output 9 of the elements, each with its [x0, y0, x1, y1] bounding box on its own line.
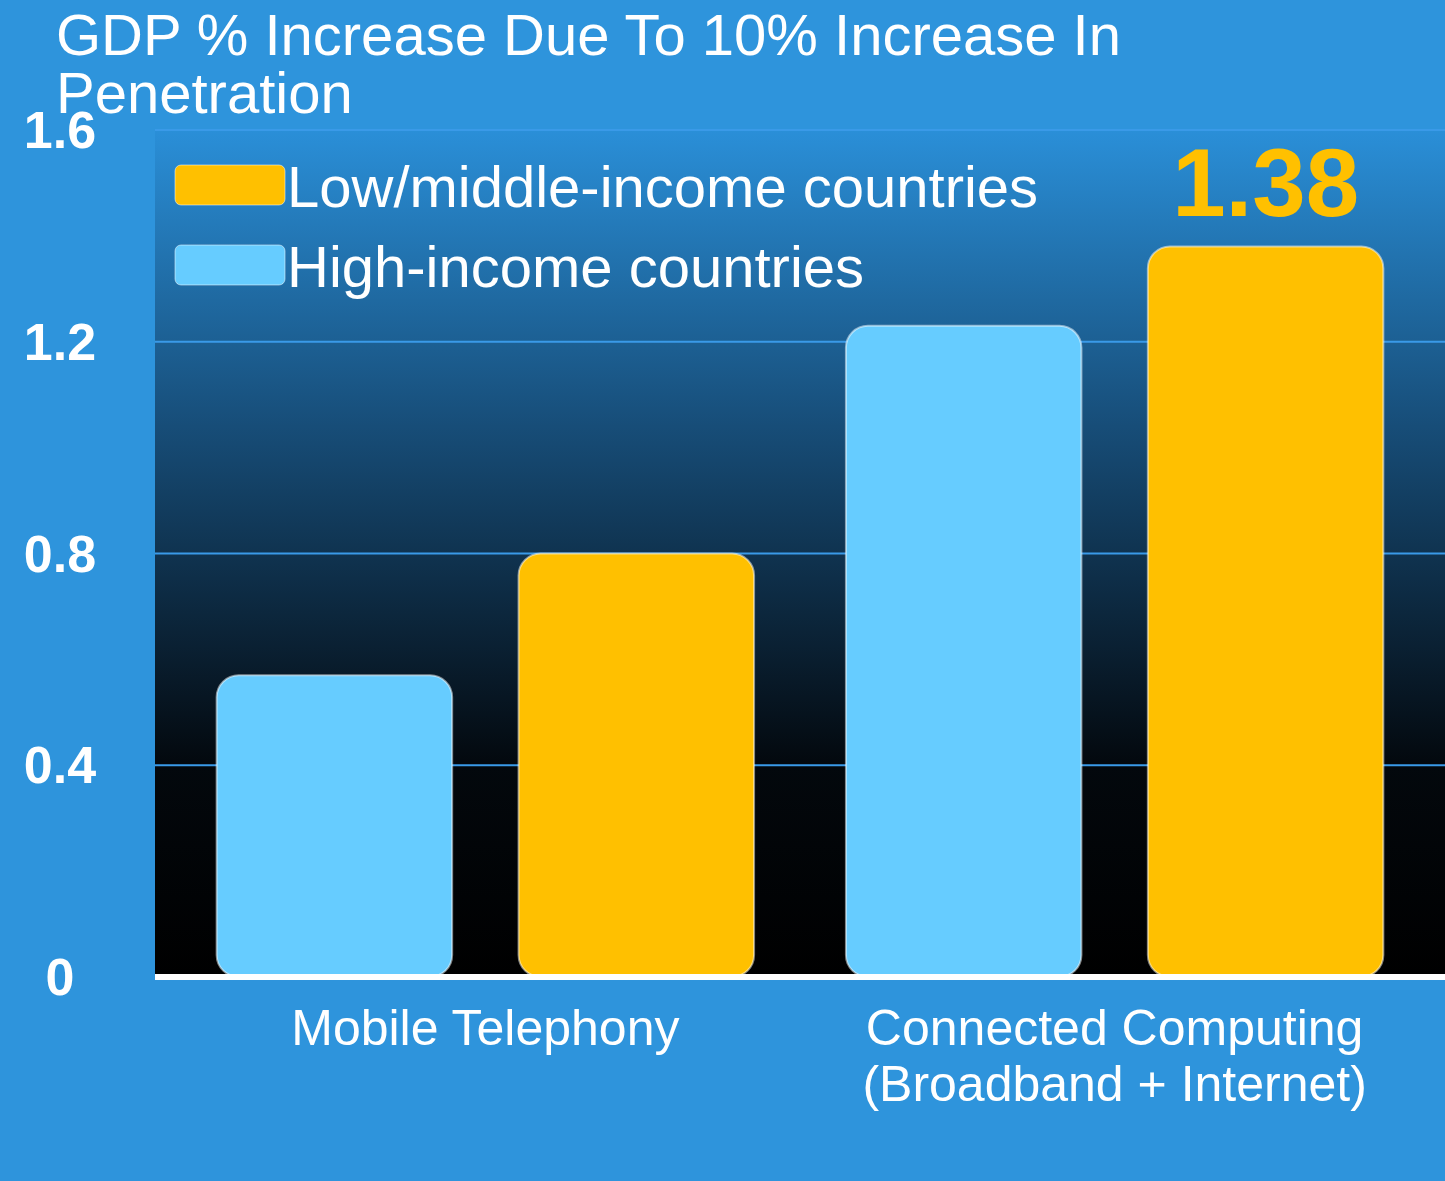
legend-label: Low/middle-income countries [287, 154, 1039, 220]
x-tick-label: Mobile Telephony [291, 1000, 680, 1056]
data-label: 1.38 [1172, 129, 1360, 237]
y-tick-label: 0.4 [23, 736, 97, 795]
legend-label: High-income countries [287, 234, 865, 300]
x-tick-label: Connected Computing (Broadband + Internet) [862, 1000, 1367, 1112]
y-tick-label: 0 [45, 948, 75, 1007]
y-tick-label: 1.2 [23, 312, 97, 371]
y-tick-label: 0.8 [23, 524, 97, 583]
